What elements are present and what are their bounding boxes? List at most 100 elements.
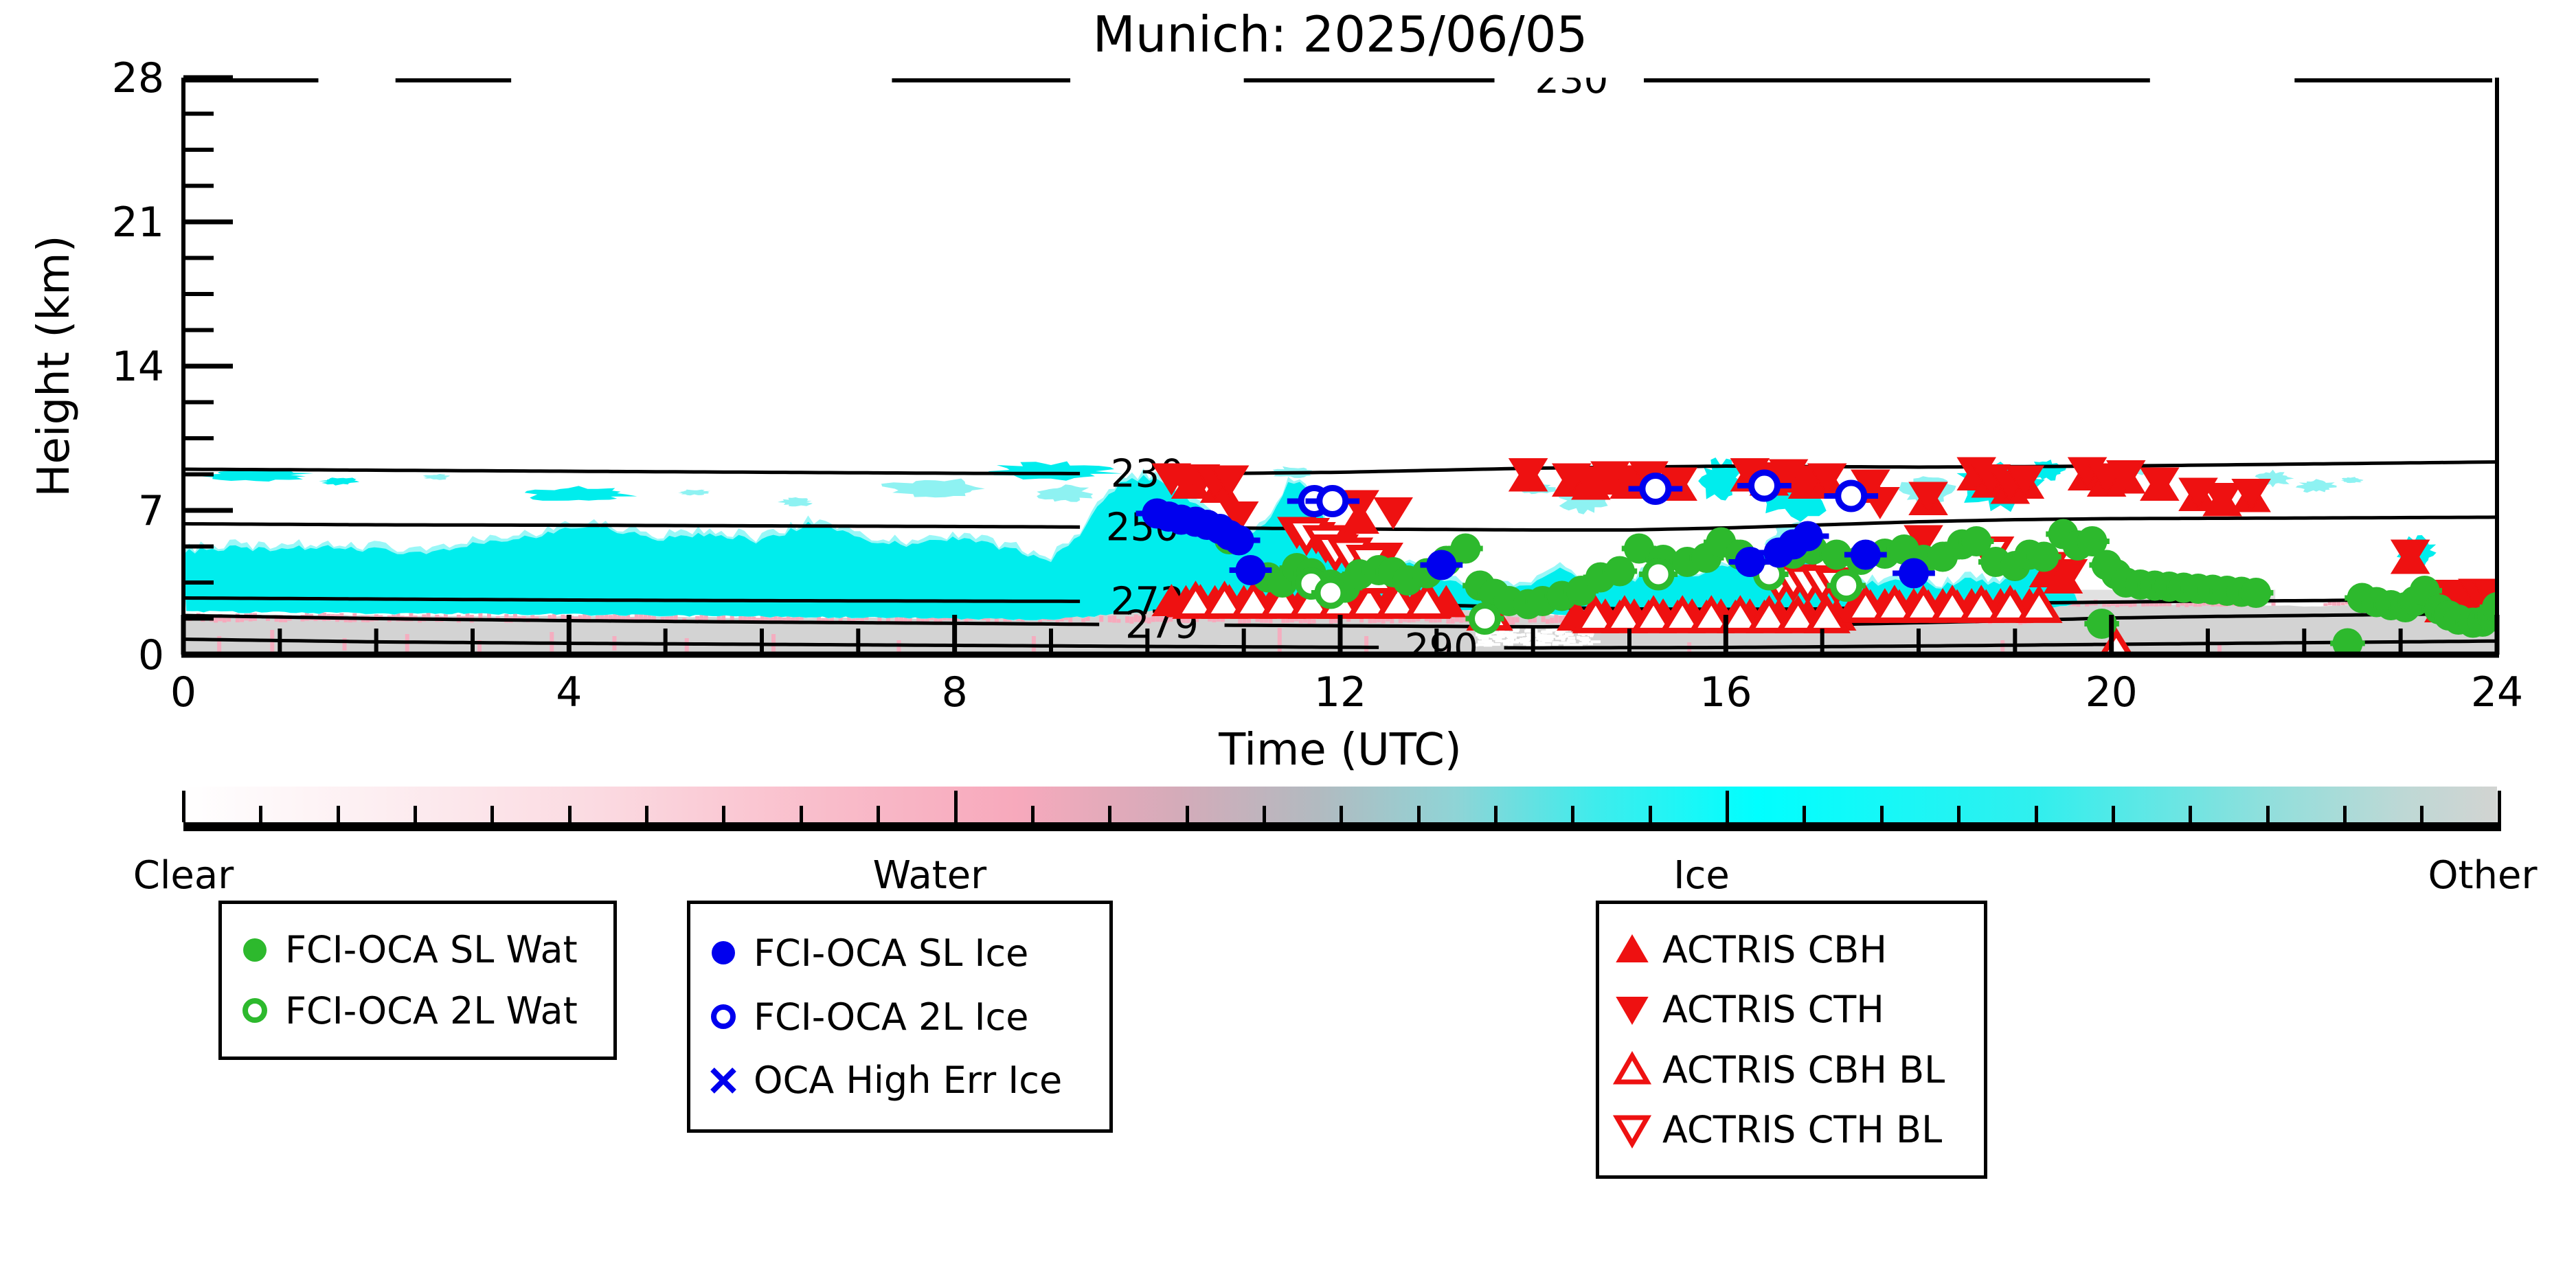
- clear-speckle: [1590, 640, 1601, 644]
- water-streak: [1277, 628, 1282, 653]
- water-class-speckle: [1107, 615, 1112, 622]
- clear-speckle: [1495, 639, 1501, 642]
- colorbar-tick: [2034, 806, 2038, 822]
- water-class-speckle: [2085, 603, 2090, 607]
- clear-speckle: [1510, 640, 1519, 644]
- water-class-speckle: [2219, 604, 2224, 607]
- water-class-speckle: [1085, 615, 1090, 621]
- water-class-speckle: [1303, 616, 1307, 623]
- water-class-speckle: [769, 616, 773, 621]
- water-class-speckle: [1195, 618, 1199, 622]
- clear-speckle: [1478, 637, 1489, 640]
- water-class-speckle: [1146, 617, 1151, 624]
- water-class-speckle: [604, 614, 609, 620]
- axes: 0 4 8 12 16 20 24 0 7 14 21 28 Time (UTC) Height (km): [29, 54, 2523, 776]
- ice-cloud-patch: [988, 461, 1122, 481]
- water-class-speckle: [1528, 618, 1533, 623]
- water-streak: [477, 640, 482, 652]
- ice-cloud-patch: [524, 486, 637, 501]
- water-class-speckle: [2202, 601, 2206, 606]
- water-class-speckle: [317, 611, 322, 620]
- clear-speckle: [1496, 633, 1507, 637]
- water-class-speckle: [1533, 614, 1537, 623]
- water-class-speckle: [673, 612, 678, 621]
- water-class-speckle: [521, 615, 526, 620]
- legend-box-1: FCI-OCA SL Wat FCI-OCA 2L Wat: [218, 901, 617, 1060]
- legend-item-label: ACTRIS CBH BL: [1662, 1048, 1945, 1092]
- water-class-speckle: [613, 613, 618, 622]
- water-class-speckle: [2167, 600, 2172, 607]
- triangle-down-filled-legend-icon: [1616, 996, 1649, 1025]
- water-streak: [1446, 638, 1451, 652]
- water-class-speckle: [561, 614, 565, 622]
- water-class-speckle: [773, 613, 778, 622]
- clear-speckle: [1539, 636, 1546, 640]
- water-class-speckle: [2102, 601, 2107, 607]
- water-class-speckle: [2132, 602, 2137, 607]
- water-class-speckle: [1133, 614, 1138, 622]
- colorbar-label-other: Other: [2428, 853, 2538, 898]
- water-class-speckle: [2145, 602, 2150, 607]
- water-class-speckle: [1333, 619, 1338, 623]
- water-class-speckle: [552, 613, 556, 622]
- y-tick-label: 7: [138, 487, 164, 535]
- water-class-speckle: [756, 618, 760, 622]
- colorbar-tick: [799, 806, 803, 822]
- water-streak: [342, 638, 347, 651]
- legend-item-label: ACTRIS CTH BL: [1662, 1108, 1943, 1152]
- water-class-speckle: [2327, 599, 2332, 606]
- water-class-speckle: [817, 615, 821, 622]
- water-class-speckle: [829, 614, 834, 622]
- legend-item-fci-oca-2l-wat: FCI-OCA 2L Wat: [236, 989, 600, 1032]
- water-class-speckle: [1003, 616, 1008, 622]
- water-class-speckle: [791, 618, 795, 623]
- water-class-speckle: [283, 616, 288, 622]
- colorbar-tick: [567, 806, 572, 822]
- clear-speckle: [1539, 643, 1546, 646]
- colorbar-tick: [1030, 806, 1035, 822]
- water-class-speckle: [2154, 602, 2159, 607]
- clear-speckle: [1517, 639, 1526, 642]
- colorbar-tick: [1416, 806, 1421, 822]
- series-fci-oca-sl-ice: [1136, 498, 1935, 589]
- water-class-speckle: [578, 615, 583, 622]
- clear-speckle: [1523, 642, 1529, 646]
- water-class-speckle: [1372, 615, 1377, 623]
- water-class-speckle: [512, 613, 517, 621]
- legend-item-label: FCI-OCA SL Ice: [754, 931, 1029, 975]
- water-class-speckle: [916, 615, 921, 622]
- clear-speckle: [1482, 635, 1491, 638]
- colorbar-tick: [1726, 791, 1730, 822]
- clear-speckle: [1558, 641, 1568, 644]
- water-class-speckle: [1168, 615, 1173, 622]
- legend-item-actris-cbh: ACTRIS CBH: [1613, 928, 1970, 971]
- circle-filled-legend-icon: [712, 941, 735, 965]
- ice-cloud-patch: [1037, 484, 1094, 502]
- water-class-speckle: [1164, 619, 1168, 623]
- water-class-speckle: [2332, 601, 2336, 606]
- water-class-speckle: [665, 615, 669, 621]
- ice-cloud-patch: [777, 497, 813, 507]
- water-class-speckle: [994, 615, 999, 623]
- clear-speckle: [1506, 633, 1517, 636]
- water-class-speckle: [2141, 602, 2146, 607]
- water-class-speckle: [530, 613, 535, 622]
- water-class-speckle: [2336, 600, 2341, 606]
- water-class-speckle: [1433, 616, 1438, 623]
- water-class-speckle: [1377, 615, 1381, 623]
- water-class-speckle: [1099, 615, 1104, 622]
- water-class-speckle: [765, 615, 769, 620]
- clear-speckle: [1521, 633, 1526, 636]
- water-class-speckle: [1307, 618, 1312, 624]
- water-class-speckle: [721, 613, 726, 621]
- water-streak: [1364, 636, 1369, 653]
- water-class-speckle: [600, 613, 605, 622]
- legend-item-label: FCI-OCA 2L Ice: [754, 995, 1029, 1039]
- clear-speckle: [1503, 642, 1513, 645]
- water-class-speckle: [2128, 602, 2133, 607]
- water-class-speckle: [1446, 618, 1451, 624]
- water-class-speckle: [821, 618, 826, 623]
- water-class-speckle: [1268, 616, 1273, 624]
- colorbar-tick: [645, 806, 649, 822]
